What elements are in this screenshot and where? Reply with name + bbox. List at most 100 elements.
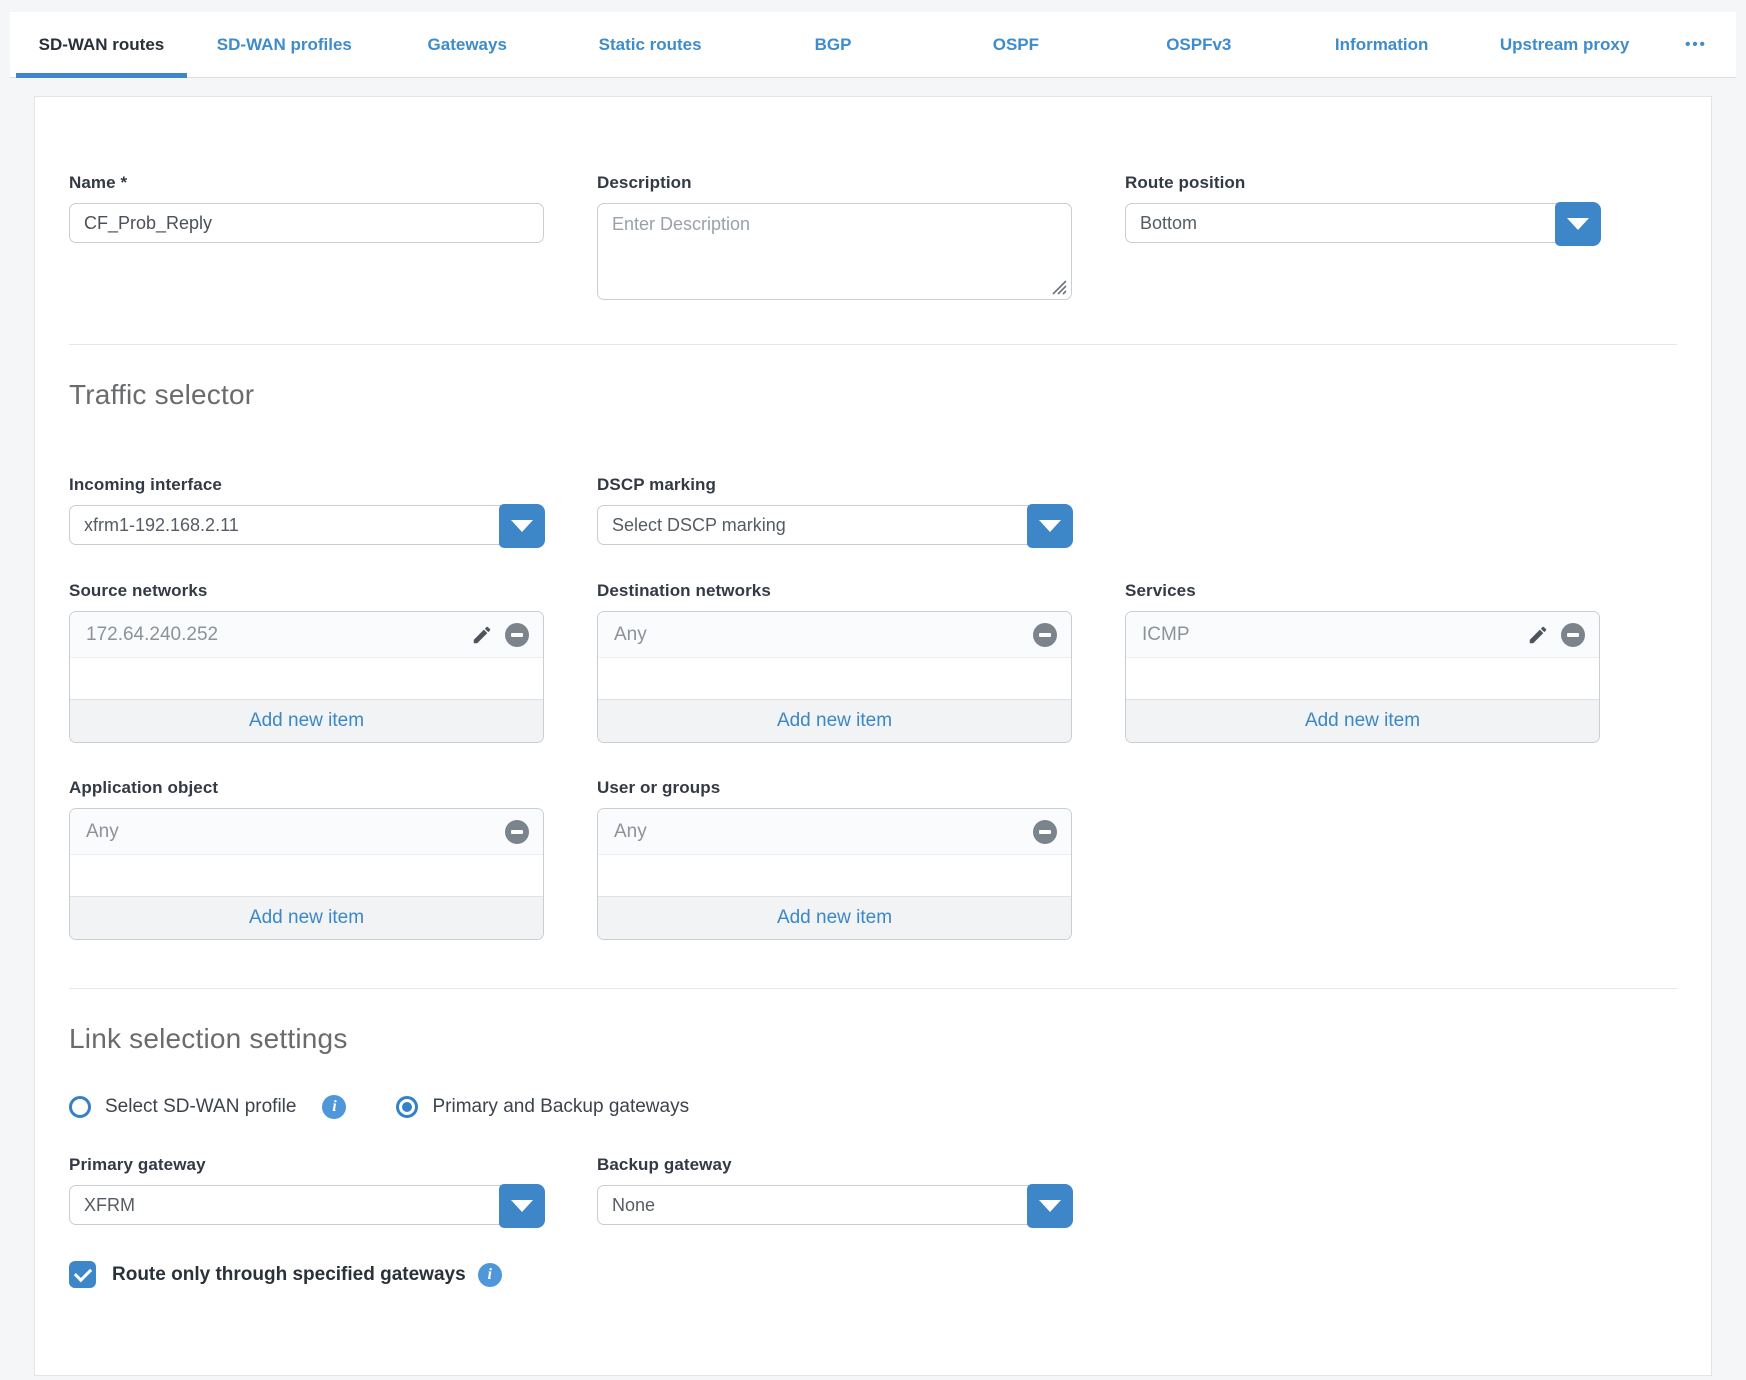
application-object-value: Any bbox=[86, 820, 119, 842]
tab-information[interactable]: Information bbox=[1334, 34, 1429, 54]
radio-icon[interactable] bbox=[69, 1096, 91, 1118]
app-user-row: Application object Any Add new item User… bbox=[69, 778, 1677, 940]
backup-gateway-label: Backup gateway bbox=[597, 1155, 732, 1174]
description-label: Description bbox=[597, 173, 692, 192]
destination-networks-label: Destination networks bbox=[597, 581, 771, 600]
backup-gateway-dropdown-button[interactable] bbox=[1027, 1184, 1073, 1228]
general-row: Name * Description Rout bbox=[69, 173, 1677, 300]
tab-static-routes[interactable]: Static routes bbox=[598, 34, 702, 54]
route-position-field-group: Route position Bottom bbox=[1125, 173, 1601, 300]
dscp-marking-field-group: DSCP marking Select DSCP marking bbox=[597, 475, 1073, 548]
destination-network-value: Any bbox=[614, 623, 647, 645]
more-tabs-icon[interactable]: ••• bbox=[1685, 36, 1707, 53]
list-footer: Add new item bbox=[70, 896, 543, 939]
remove-icon[interactable] bbox=[1033, 622, 1057, 647]
name-input[interactable] bbox=[69, 203, 544, 243]
primary-gateway-label: Primary gateway bbox=[69, 1155, 206, 1174]
traffic-selector-heading: Traffic selector bbox=[69, 379, 255, 410]
dscp-marking-value: Select DSCP marking bbox=[612, 514, 786, 535]
list-item: Any bbox=[70, 809, 543, 855]
list-footer: Add new item bbox=[598, 896, 1071, 939]
add-source-network-button[interactable]: Add new item bbox=[248, 710, 365, 731]
remove-icon[interactable] bbox=[505, 819, 529, 844]
user-or-groups-label: User or groups bbox=[597, 778, 721, 797]
section-divider bbox=[69, 988, 1677, 989]
destination-networks-field-group: Destination networks Any Add new item bbox=[597, 581, 1072, 743]
tab-ospfv3[interactable]: OSPFv3 bbox=[1166, 34, 1232, 54]
radio-select-sdwan-profile[interactable]: Select SD-WAN profile i bbox=[69, 1095, 347, 1119]
name-label: Name * bbox=[69, 173, 128, 192]
tab-upstream-proxy[interactable]: Upstream proxy bbox=[1499, 34, 1630, 54]
service-value: ICMP bbox=[1142, 623, 1190, 645]
source-networks-label: Source networks bbox=[69, 581, 208, 600]
tab-ospf[interactable]: OSPF bbox=[992, 34, 1040, 54]
application-object-list: Any Add new item bbox=[69, 808, 544, 940]
interface-dscp-row: Incoming interface xfrm1-192.168.2.11 DS… bbox=[69, 475, 1677, 548]
dscp-marking-select[interactable]: Select DSCP marking bbox=[597, 504, 1073, 548]
list-spacer bbox=[70, 855, 543, 896]
list-item: 172.64.240.252 bbox=[70, 612, 543, 658]
radio-select-sdwan-profile-label: Select SD-WAN profile bbox=[105, 1096, 297, 1117]
chevron-down-icon bbox=[1039, 520, 1061, 532]
route-only-checkbox[interactable] bbox=[69, 1261, 96, 1288]
services-list: ICMP Add new item bbox=[1125, 611, 1600, 743]
incoming-interface-select[interactable]: xfrm1-192.168.2.11 bbox=[69, 504, 545, 548]
incoming-interface-label: Incoming interface bbox=[69, 475, 222, 494]
chevron-down-icon bbox=[1039, 1200, 1061, 1212]
add-destination-network-button[interactable]: Add new item bbox=[776, 710, 893, 731]
source-network-value: 172.64.240.252 bbox=[86, 623, 219, 645]
link-selection-radio-row: Select SD-WAN profile i Primary and Back… bbox=[69, 1095, 1677, 1119]
dscp-marking-dropdown-button[interactable] bbox=[1027, 504, 1073, 548]
description-field-group: Description bbox=[597, 173, 1072, 300]
edit-icon[interactable] bbox=[1527, 624, 1549, 646]
route-only-row: Route only through specified gateways i bbox=[69, 1261, 1677, 1288]
services-field-group: Services ICMP Add new item bbox=[1125, 581, 1600, 743]
list-footer: Add new item bbox=[598, 699, 1071, 742]
primary-gateway-field-group: Primary gateway XFRM bbox=[69, 1155, 545, 1228]
application-object-field-group: Application object Any Add new item bbox=[69, 778, 544, 940]
remove-icon[interactable] bbox=[505, 622, 529, 647]
backup-gateway-value: None bbox=[612, 1194, 656, 1215]
list-spacer bbox=[70, 658, 543, 699]
source-networks-list: 172.64.240.252 Add new item bbox=[69, 611, 544, 743]
dscp-marking-label: DSCP marking bbox=[597, 475, 716, 494]
source-networks-field-group: Source networks 172.64.240.252 Add new i… bbox=[69, 581, 544, 743]
route-position-dropdown-button[interactable] bbox=[1555, 202, 1601, 246]
remove-icon[interactable] bbox=[1561, 622, 1585, 647]
tab-sdwan-routes[interactable]: SD-WAN routes bbox=[10, 12, 193, 78]
route-position-select[interactable]: Bottom bbox=[1125, 202, 1601, 246]
services-label: Services bbox=[1125, 581, 1196, 600]
list-item: Any bbox=[598, 809, 1071, 855]
info-icon[interactable]: i bbox=[322, 1095, 347, 1119]
user-or-groups-list: Any Add new item bbox=[597, 808, 1072, 940]
radio-primary-backup-gateways[interactable]: Primary and Backup gateways bbox=[396, 1096, 689, 1118]
link-selection-heading: Link selection settings bbox=[69, 1023, 348, 1054]
description-textarea[interactable] bbox=[597, 203, 1072, 300]
list-spacer bbox=[1126, 658, 1599, 699]
networks-row: Source networks 172.64.240.252 Add new i… bbox=[69, 581, 1677, 743]
tab-bgp[interactable]: BGP bbox=[814, 34, 852, 54]
resize-handle-icon[interactable] bbox=[1049, 277, 1067, 295]
sdwan-route-form-panel: Name * Description Rout bbox=[34, 96, 1712, 1376]
radio-primary-backup-gateways-label: Primary and Backup gateways bbox=[432, 1096, 690, 1117]
tab-gateways[interactable]: Gateways bbox=[427, 34, 507, 54]
chevron-down-icon bbox=[511, 1200, 533, 1212]
primary-gateway-value: XFRM bbox=[84, 1194, 135, 1215]
add-user-or-group-button[interactable]: Add new item bbox=[776, 907, 893, 928]
list-item: Any bbox=[598, 612, 1071, 658]
chevron-down-icon bbox=[511, 520, 533, 532]
add-service-button[interactable]: Add new item bbox=[1304, 710, 1421, 731]
tab-bar: SD-WAN routes SD-WAN profiles Gateways S… bbox=[10, 12, 1736, 78]
tab-sdwan-profiles[interactable]: SD-WAN profiles bbox=[216, 34, 352, 54]
backup-gateway-select[interactable]: None bbox=[597, 1184, 1073, 1228]
gateways-row: Primary gateway XFRM Backup gateway None bbox=[69, 1155, 1677, 1228]
add-application-object-button[interactable]: Add new item bbox=[248, 907, 365, 928]
primary-gateway-dropdown-button[interactable] bbox=[499, 1184, 545, 1228]
radio-selected-icon[interactable] bbox=[396, 1096, 419, 1118]
remove-icon[interactable] bbox=[1033, 819, 1057, 844]
incoming-interface-dropdown-button[interactable] bbox=[499, 504, 545, 548]
edit-icon[interactable] bbox=[471, 624, 493, 646]
list-spacer bbox=[598, 658, 1071, 699]
info-icon[interactable]: i bbox=[477, 1262, 502, 1287]
primary-gateway-select[interactable]: XFRM bbox=[69, 1184, 545, 1228]
